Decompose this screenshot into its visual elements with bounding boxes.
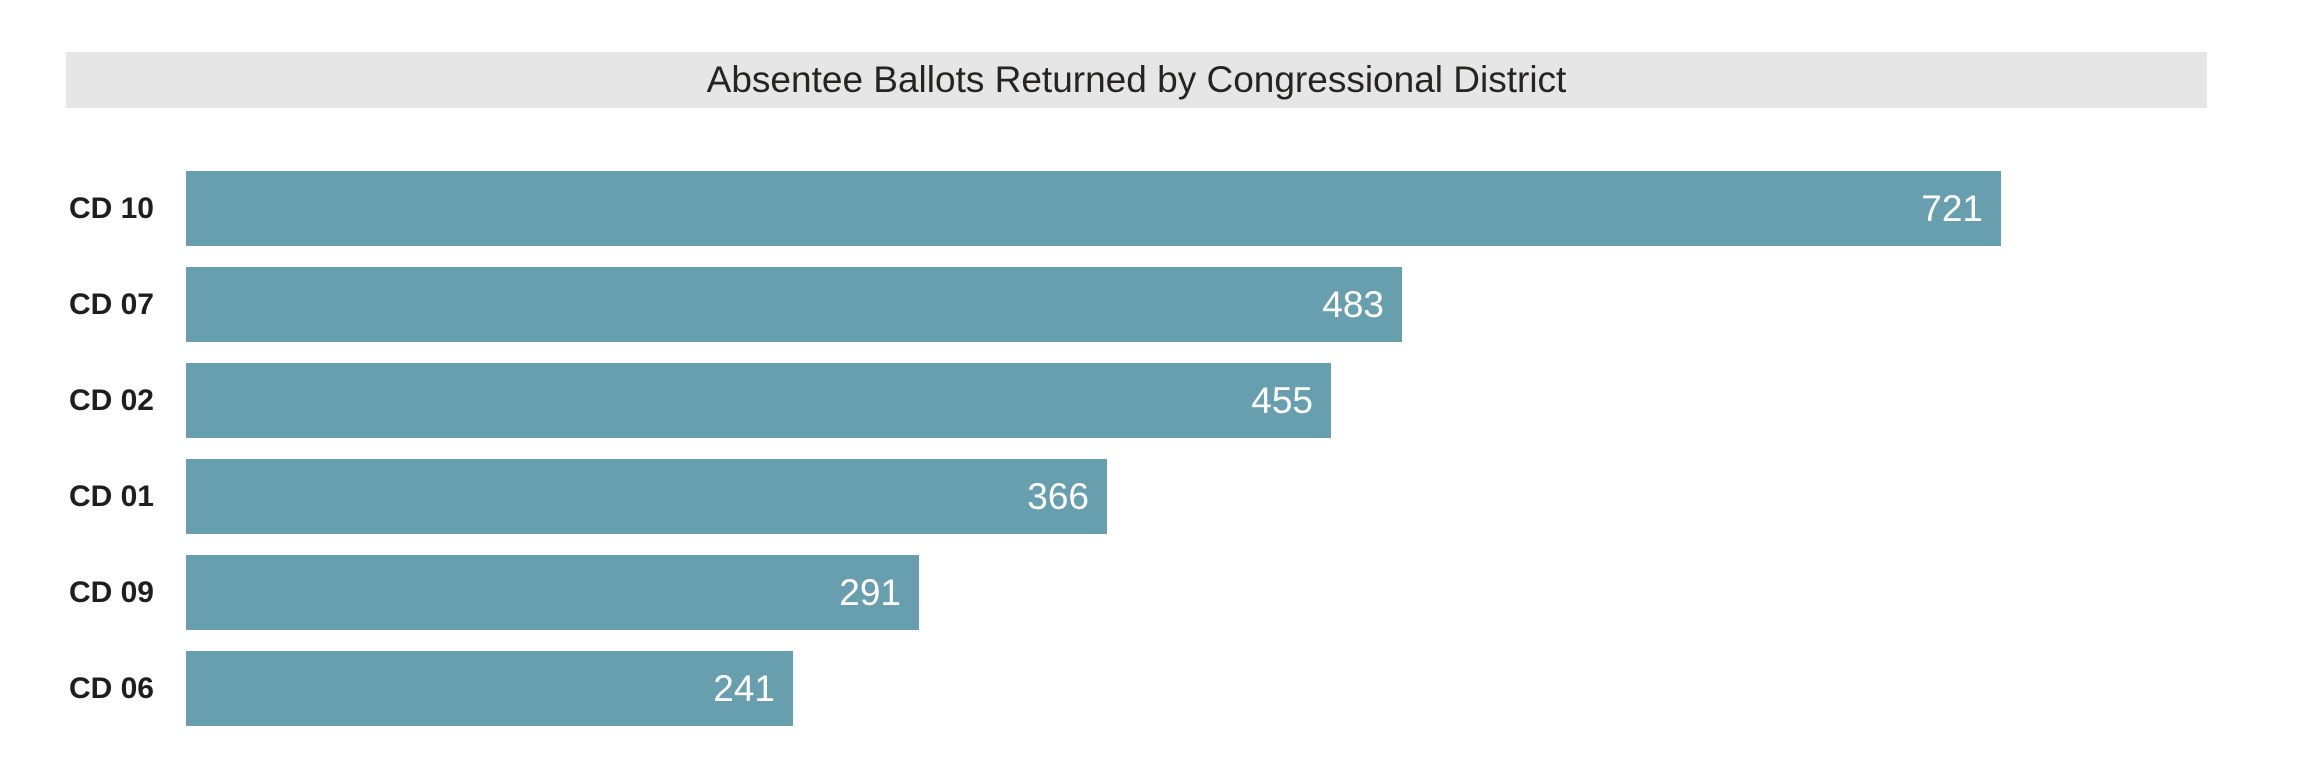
chart-title-bar: Absentee Ballots Returned by Congression…	[66, 52, 2207, 108]
bar-row: CD 07 483	[0, 267, 2308, 342]
chart-title: Absentee Ballots Returned by Congression…	[706, 59, 1567, 100]
bar[interactable]: 721	[186, 171, 2001, 246]
category-label: CD 09	[68, 575, 154, 609]
category-label: CD 10	[68, 191, 154, 225]
category-label: CD 02	[68, 383, 154, 417]
bar-row: CD 01 366	[0, 459, 2308, 534]
bar[interactable]: 241	[186, 651, 793, 726]
value-label: 291	[839, 571, 901, 613]
bar[interactable]: 366	[186, 459, 1107, 534]
value-label: 721	[1921, 187, 1983, 229]
category-label: CD 06	[68, 671, 154, 705]
value-label: 483	[1322, 283, 1384, 325]
bar[interactable]: 291	[186, 555, 919, 630]
category-label: CD 01	[68, 479, 154, 513]
bar-row: CD 02 455	[0, 363, 2308, 438]
bar-chart: CD 10 721 CD 07 483 CD 02 455 CD 01 366 CD 09 291…	[0, 171, 2308, 747]
bar-row: CD 10 721	[0, 171, 2308, 246]
bar[interactable]: 455	[186, 363, 1331, 438]
bar-row: CD 09 291	[0, 555, 2308, 630]
bar-row: CD 06 241	[0, 651, 2308, 726]
bar[interactable]: 483	[186, 267, 1402, 342]
value-label: 455	[1251, 379, 1313, 421]
value-label: 366	[1027, 475, 1089, 517]
category-label: CD 07	[68, 287, 154, 321]
value-label: 241	[713, 667, 775, 709]
